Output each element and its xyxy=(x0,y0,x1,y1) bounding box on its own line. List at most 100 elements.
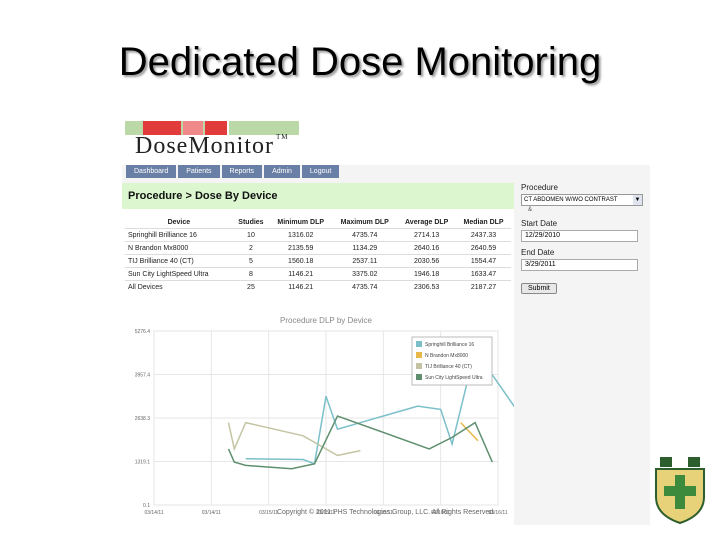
cell-median-dlp: 2187.27 xyxy=(456,280,511,293)
table-row: TIJ Brilliance 40 (CT) 5 1560.18 2537.11… xyxy=(125,254,511,268)
cell-studies: 5 xyxy=(232,254,270,268)
cell-studies: 25 xyxy=(232,280,270,293)
cell-avg-dlp: 2030.56 xyxy=(397,254,457,268)
logo-wordmark: DoseMonitor xyxy=(135,133,274,159)
logo-bar-3 xyxy=(183,121,203,135)
col-header-avg-dlp[interactable]: Average DLP xyxy=(405,219,449,226)
table-row: Springhill Brilliance 16 10 1316.02 4735… xyxy=(125,228,511,242)
dosemonitor-logo: DoseMonitor TM xyxy=(125,121,300,159)
x-tick-label: 03/15/11 xyxy=(374,510,393,516)
crest-cross-horizontal xyxy=(664,486,696,496)
panel-header: Procedure > Dose By Device xyxy=(122,183,514,209)
cell-device: All Devices xyxy=(125,280,233,293)
cell-device: Springhill Brilliance 16 xyxy=(125,228,233,242)
chart-legend xyxy=(411,336,493,386)
col-header-studies[interactable]: Studies xyxy=(238,219,264,226)
legend-swatch xyxy=(416,341,422,347)
col-header-device[interactable]: Device xyxy=(167,219,191,226)
x-tick-label: 03/15/11 xyxy=(259,510,278,516)
cell-min-dlp: 1146.21 xyxy=(269,280,333,293)
hospital-crest-logo xyxy=(655,457,705,525)
series-line xyxy=(227,421,361,457)
procedure-select[interactable]: CT ABDOMEN W/WO CONTRAST ▼ xyxy=(521,194,643,206)
nav-tab-reports[interactable]: Reports xyxy=(221,165,263,178)
copyright-text: Copyright © 2011 PHS Technologies Group,… xyxy=(276,509,496,516)
legend-swatch xyxy=(416,374,422,380)
series-line xyxy=(227,415,493,470)
cell-min-dlp: 1560.18 xyxy=(269,254,333,268)
legend-swatch xyxy=(416,352,422,358)
legend-label: N Brandon Mx8000 xyxy=(425,353,468,359)
table-row: Sun City LightSpeed Ultra 8 1146.21 3375… xyxy=(125,267,511,281)
x-tick-label: 03/15/11 xyxy=(316,510,335,516)
cell-min-dlp: 2135.59 xyxy=(269,241,333,255)
cell-min-dlp: 1146.21 xyxy=(269,267,333,281)
panel-title: Procedure > Dose By Device xyxy=(128,190,278,202)
cell-max-dlp: 2537.11 xyxy=(332,254,398,268)
end-date-label: End Date xyxy=(521,248,555,257)
logo-bar-2 xyxy=(143,121,181,135)
procedure-select-value: CT ABDOMEN W/WO CONTRAST xyxy=(524,197,618,203)
nav-tab-admin[interactable]: Admin xyxy=(264,165,300,178)
cell-studies: 8 xyxy=(232,267,270,281)
cell-median-dlp: 1633.47 xyxy=(456,267,511,281)
y-tick-label: 1319.1 xyxy=(135,460,151,466)
cell-device: N Brandon Mx8000 xyxy=(125,241,233,255)
dose-table: Device Studies Minimum DLP Maximum DLP A… xyxy=(125,217,511,293)
nav-tab-patients[interactable]: Patients xyxy=(178,165,220,178)
end-date-input[interactable]: 3/29/2011 xyxy=(521,259,638,271)
dlp-chart: Procedure DLP by Device 5276.4 3957.4 2638.… xyxy=(135,316,514,516)
x-tick-label: 03/16/11 xyxy=(488,510,507,516)
logo-bar-5 xyxy=(229,121,299,135)
series-line xyxy=(245,348,514,465)
procedure-label: Procedure xyxy=(521,183,558,192)
y-tick-label: 0.1 xyxy=(143,503,150,509)
filter-sidebar: Procedure CT ABDOMEN W/WO CONTRAST ▼ & S… xyxy=(518,183,650,295)
logo-text: DoseMonitor TM xyxy=(135,133,289,160)
cell-avg-dlp: 1946.18 xyxy=(397,267,457,281)
cell-max-dlp: 1134.29 xyxy=(332,241,398,255)
start-date-input[interactable]: 12/29/2010 xyxy=(521,230,638,242)
cell-device: TIJ Brilliance 40 (CT) xyxy=(125,254,233,268)
cell-max-dlp: 3375.02 xyxy=(332,267,398,281)
cell-max-dlp: 4735.74 xyxy=(332,280,398,293)
cell-avg-dlp: 2714.13 xyxy=(397,228,457,242)
cell-studies: 2 xyxy=(232,241,270,255)
nav-tab-logout[interactable]: Logout xyxy=(301,165,340,178)
nav-tab-dashboard[interactable]: Dashboard xyxy=(126,165,177,178)
col-header-median-dlp[interactable]: Median DLP xyxy=(463,219,504,226)
table-header-row: Device Studies Minimum DLP Maximum DLP A… xyxy=(125,217,511,229)
crest-top-left-mark xyxy=(660,457,672,467)
cell-median-dlp: 1554.47 xyxy=(456,254,511,268)
legend-label: Springhill Brilliance 16 xyxy=(425,342,474,348)
x-tick-label: 03/14/11 xyxy=(202,510,221,516)
table-row: All Devices 25 1146.21 4735.74 2306.53 2… xyxy=(125,280,511,293)
table-row: N Brandon Mx8000 2 2135.59 1134.29 2640.… xyxy=(125,241,511,255)
logo-trademark: TM xyxy=(276,133,289,141)
crest-top-right-mark xyxy=(688,457,700,467)
col-header-max-dlp[interactable]: Maximum DLP xyxy=(340,219,389,226)
cell-avg-dlp: 2306.53 xyxy=(397,280,457,293)
app-screenshot: Dashboard Patients Reports Admin Logout … xyxy=(122,165,650,525)
cell-median-dlp: 2640.59 xyxy=(456,241,511,255)
cell-max-dlp: 4735.74 xyxy=(332,228,398,242)
y-tick-label: 2638.3 xyxy=(135,416,151,422)
x-tick-label: 03/16/11 xyxy=(431,510,450,516)
slide-title: Dedicated Dose Monitoring xyxy=(118,40,602,84)
chart-title: Procedure DLP by Device xyxy=(280,316,372,325)
main-panel: Procedure > Dose By Device Device Studie… xyxy=(122,183,514,525)
chevron-down-icon[interactable]: ▼ xyxy=(633,195,642,205)
cell-median-dlp: 2437.33 xyxy=(456,228,511,242)
logo-bars xyxy=(125,121,300,135)
procedure-hint: & xyxy=(528,207,533,213)
col-header-min-dlp[interactable]: Minimum DLP xyxy=(277,219,325,226)
cell-device: Sun City LightSpeed Ultra xyxy=(125,267,233,281)
y-tick-label: 3957.4 xyxy=(135,373,151,379)
logo-bar-4 xyxy=(205,121,227,135)
cell-avg-dlp: 2640.16 xyxy=(397,241,457,255)
submit-button[interactable]: Submit xyxy=(521,283,557,294)
y-tick-label: 5276.4 xyxy=(135,329,151,335)
series-line xyxy=(460,422,479,442)
start-date-label: Start Date xyxy=(521,219,558,228)
legend-label: TIJ Brilliance 40 (CT) xyxy=(425,364,472,370)
